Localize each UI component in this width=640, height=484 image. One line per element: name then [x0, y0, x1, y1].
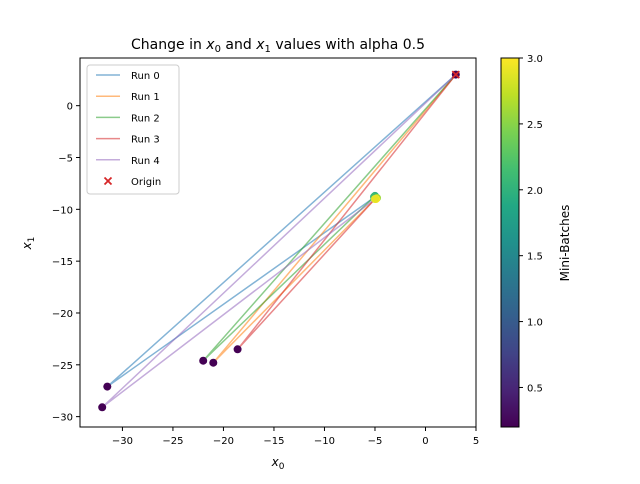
minibatch-point — [371, 195, 379, 203]
series-line-run-2 — [202, 74, 457, 362]
series-line-run-3 — [237, 74, 457, 350]
colorbar-label: Mini-Batches — [558, 205, 572, 282]
y-tick-label: 0 — [67, 102, 73, 113]
x-axis-label: x0 — [271, 455, 285, 472]
legend-box — [86, 64, 180, 195]
y-tick-label: −15 — [52, 257, 73, 268]
x-tick-label: 5 — [473, 436, 479, 447]
series-line-run-1 — [212, 74, 457, 364]
legend-item: Run 2 — [96, 113, 160, 124]
x-tick-label: 0 — [422, 436, 428, 447]
legend-item: Run 4 — [96, 156, 160, 167]
x-tick-label: −20 — [213, 436, 234, 447]
origin-marker — [451, 70, 460, 79]
minibatch-point — [98, 403, 107, 412]
legend-item: Run 3 — [96, 135, 160, 146]
legend-item: Run 1 — [96, 92, 160, 103]
minibatch-point — [103, 382, 112, 391]
legend-origin-swatch — [103, 176, 113, 186]
y-tick-label: −25 — [52, 361, 73, 372]
x-tick-label: −15 — [263, 436, 284, 447]
legend-label: Run 0 — [131, 71, 160, 82]
minibatch-point — [199, 356, 208, 365]
legend-label: Run 2 — [131, 113, 160, 124]
legend-label: Run 4 — [131, 156, 160, 167]
x-tick-label: −30 — [112, 436, 133, 447]
y-axis-label: x1 — [20, 237, 37, 251]
y-tick-label: −5 — [58, 154, 73, 165]
colorbar-tick-label: 0.5 — [527, 383, 543, 394]
legend-item: Origin — [103, 176, 161, 188]
legend: Run 0 Run 1 Run 2 Run 3 Run 4 Origin — [86, 64, 180, 195]
legend-label: Run 1 — [131, 92, 160, 103]
y-tick-label: −10 — [52, 205, 73, 216]
x-tick-label: −5 — [368, 436, 383, 447]
colorbar-tick-label: 1.0 — [527, 318, 543, 329]
x-tick-label: −25 — [162, 436, 183, 447]
legend-label: Run 3 — [131, 135, 160, 146]
colorbar-tick-label: 3.0 — [527, 54, 543, 65]
y-tick-label: −20 — [52, 309, 73, 320]
x-tick-label: −10 — [314, 436, 335, 447]
colorbar — [500, 57, 520, 428]
plot-frame — [79, 57, 477, 428]
chart-title: Change in x0 and x1 values with alpha 0.… — [131, 37, 425, 55]
colorbar-tick-label: 2.0 — [527, 186, 543, 197]
colorbar-tick-label: 1.5 — [527, 252, 543, 263]
minibatch-point — [209, 358, 218, 367]
y-tick-label: −30 — [52, 413, 73, 424]
minibatch-point — [233, 345, 242, 354]
legend-label: Origin — [131, 177, 161, 188]
colorbar-tick-label: 2.5 — [527, 120, 543, 131]
legend-item: Run 0 — [96, 71, 160, 82]
